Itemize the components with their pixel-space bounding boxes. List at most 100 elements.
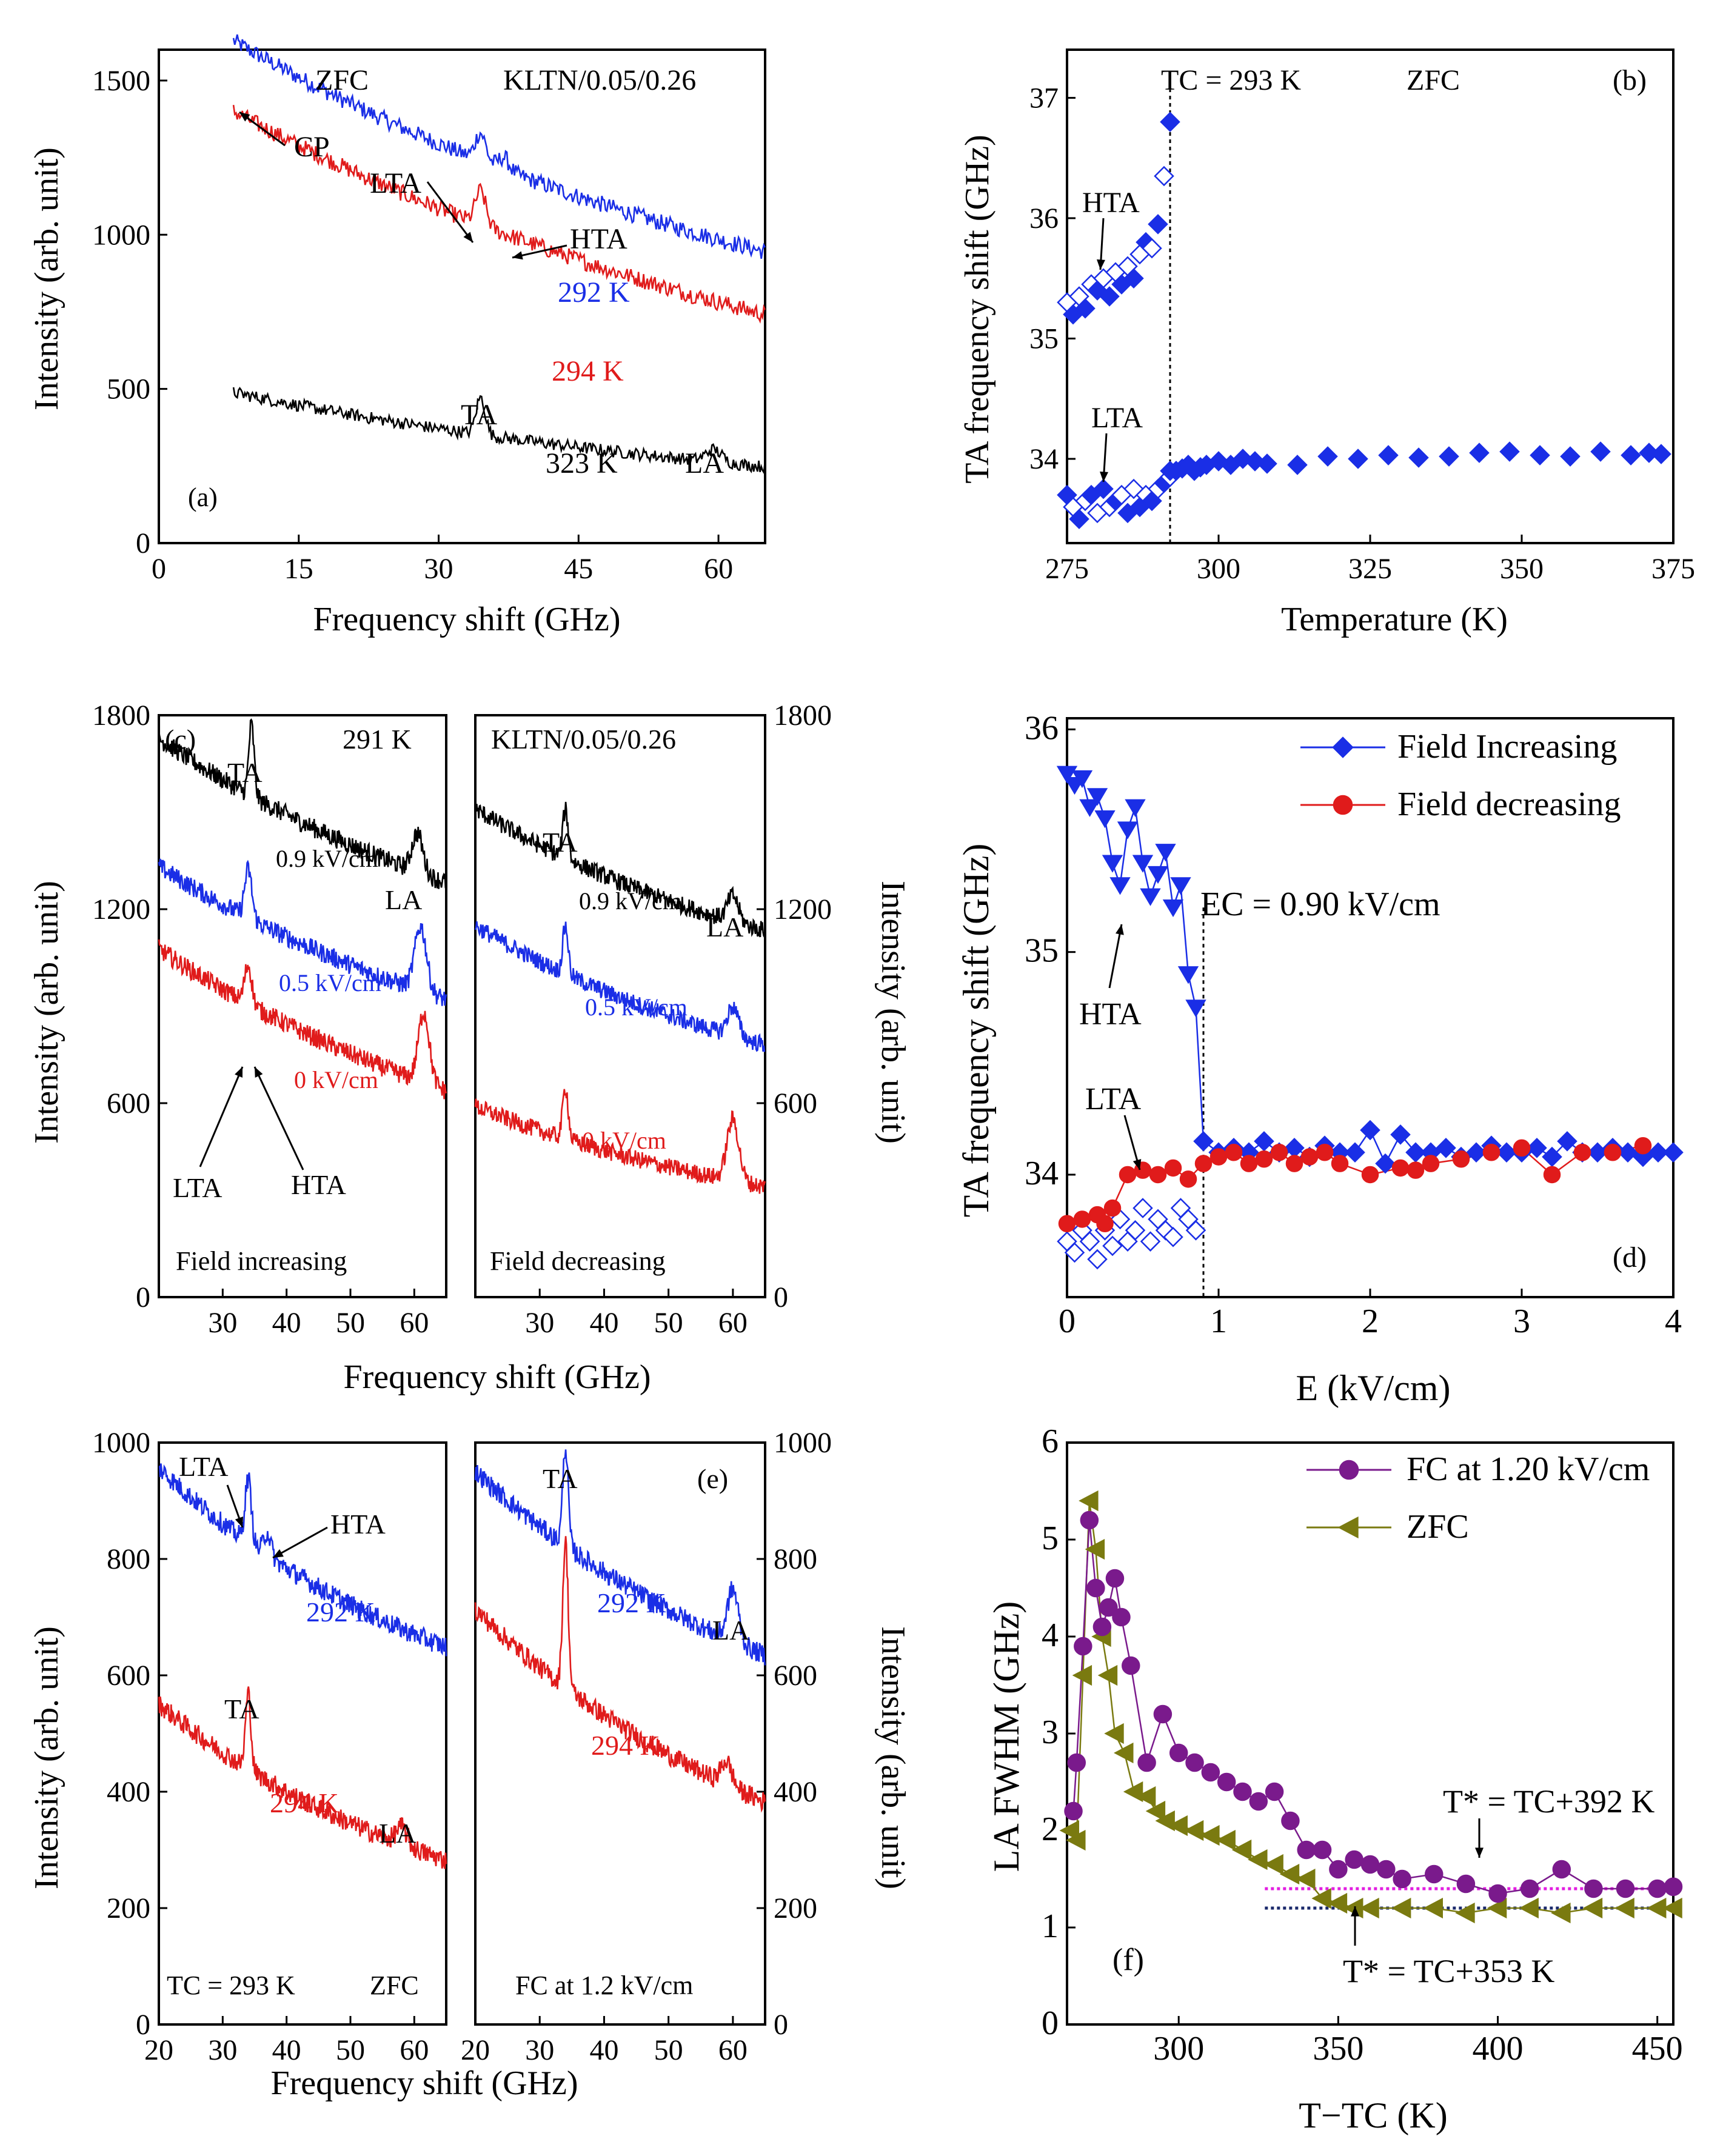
panel-f-zfc-point: [1248, 1849, 1268, 1871]
panel-d-increasing-point: [1618, 1142, 1638, 1163]
panel-d-increasing-point: [1436, 1138, 1456, 1158]
panel-f-zfc-point: [1582, 1897, 1603, 1919]
panel-d-decreasing-point: [1194, 1155, 1213, 1172]
panel-e2-ylabel: Intensity (arb. unit): [874, 1626, 912, 1889]
panel-b-point: [1257, 453, 1277, 474]
panel-d-decreasing-point: [1634, 1136, 1652, 1155]
panel-f-legend1: FC at 1.20 kV/cm: [1407, 1450, 1650, 1488]
panel-b-hta: HTA: [1082, 187, 1140, 219]
panel-d-decreasing-point: [1452, 1150, 1470, 1168]
panel-a-292k: 292 K: [558, 276, 630, 309]
panel-f-fc-point: [1616, 1879, 1635, 1898]
panel-f-fc-point: [1185, 1753, 1204, 1772]
panel-e2-y-tick-label: 600: [774, 1660, 817, 1692]
panel-e-y-tick-label: 400: [107, 1776, 150, 1808]
panel-d-increasing-point: [1254, 1131, 1274, 1152]
panel-a-cp: CP: [294, 131, 330, 163]
panel-c-xlabel: Frequency shift (GHz): [344, 1358, 651, 1396]
panel-d-increasing-point: [1345, 1142, 1365, 1163]
panel-c-x-tick-label: 50: [336, 1307, 365, 1339]
panel-e2-la: LA: [712, 1615, 749, 1646]
panel-e2-ta: TA: [543, 1463, 578, 1494]
panel-f-fc-point: [1360, 1855, 1380, 1874]
panel-c-y-tick-label: 600: [107, 1087, 150, 1120]
panel-d-increasing-point: [1284, 1138, 1305, 1158]
panel-b-hta-point: [1142, 238, 1162, 259]
panel-f-zfc-point: [1168, 1815, 1188, 1837]
panel-f-x-tick-label: 300: [1153, 2030, 1204, 2068]
panel-b-hta-point: [1075, 298, 1096, 319]
panel-f-zfc-point: [1216, 1829, 1236, 1851]
panel-e2-294k: 294 K: [591, 1730, 660, 1761]
panel-b-point: [1287, 455, 1308, 475]
panel-d-y-tick-label: 34: [1025, 1155, 1059, 1192]
panel-b-x-tick-label: 375: [1651, 553, 1695, 585]
panel-f-tag: (f): [1112, 1943, 1144, 1977]
panel-e-ylabel: Intensity (arb. unit): [28, 1626, 65, 1889]
panel-b-frame: [1066, 48, 1674, 544]
panel-e2-y-tick-label: 800: [774, 1543, 817, 1575]
panel-b-y-tick-label: 36: [1029, 202, 1059, 235]
panel-f-zfc-point: [1059, 1820, 1080, 1841]
text-layer: (a) ZFC KLTN/0.05/0.26 CP LTA HTA 292 K …: [28, 64, 1654, 2135]
panel-f-zfc-point: [1104, 1723, 1124, 1744]
panel-c-x-tick-label: 60: [400, 1307, 429, 1339]
panel-c2-y-tick-label: 1800: [774, 699, 832, 732]
panel-c2-la: LA: [706, 912, 743, 943]
panel-c2-y-tick-label: 0: [774, 1281, 788, 1313]
panel-f-zfc-point: [1079, 1490, 1099, 1512]
panel-d-decreasing-point: [1285, 1155, 1303, 1172]
panel-c-frame: [158, 714, 447, 1298]
panel-d-decreasing-point: [1073, 1210, 1091, 1228]
panel-b-point: [1621, 445, 1641, 466]
panel-e-zfc: ZFC: [370, 1971, 419, 2000]
panel-c2-x-tick-label: 30: [525, 1307, 554, 1339]
panel-d-increasing-point: [1125, 799, 1146, 817]
panel-d-decreasing-point: [1300, 1148, 1319, 1166]
panel-f-ylabel: LA FWHM (GHz): [986, 1601, 1026, 1872]
panel-f-y-tick-label: 2: [1042, 1811, 1059, 1848]
panel-d-decreasing-point: [1270, 1144, 1288, 1161]
panel-b-x-tick-label: 350: [1500, 553, 1544, 585]
panel-b-x-tick-label: 300: [1197, 553, 1240, 585]
panel-d-increasing-point: [1094, 810, 1116, 829]
panel-b-hta-arrow-head: [1096, 259, 1105, 270]
panel-d-decreasing-point: [1103, 1199, 1122, 1217]
panel-e-series-1: [158, 1686, 447, 1869]
panel-f-fc-point: [1329, 1860, 1348, 1879]
panel-a-x-tick-label: 30: [424, 553, 453, 585]
panel-e-x-tick-label: 60: [400, 2034, 429, 2066]
panel-f-fc-point: [1664, 1877, 1683, 1897]
panel-b-point: [1499, 441, 1520, 462]
panel-f-fc-point: [1217, 1772, 1236, 1792]
panel-f-y-tick-label: 6: [1042, 1423, 1059, 1460]
panel-c2-frame: [474, 714, 766, 1298]
panel-d-increasing-line: [1066, 773, 1673, 1166]
panel-e2-x-tick-label: 30: [525, 2034, 554, 2066]
panel-d-increasing-point: [1542, 1146, 1562, 1167]
panel-d-increasing-point: [1177, 966, 1199, 984]
panel-d-legend2: Field decreasing: [1397, 786, 1621, 823]
panel-d-hta: HTA: [1079, 997, 1142, 1032]
panel-d-lta-point: [1163, 1227, 1183, 1247]
panel-b-point: [1348, 449, 1368, 469]
panel-f-fc-point: [1092, 1617, 1112, 1637]
panel-a-series-2: [232, 387, 766, 475]
panel-c-x-tick-label: 40: [272, 1307, 301, 1339]
panel-f-fc-point: [1456, 1874, 1476, 1894]
panel-c-ta: TA: [227, 757, 263, 788]
panel-f-frame: [1066, 1441, 1674, 2026]
panel-d-lta-point: [1087, 1249, 1108, 1270]
panel-d-decreasing-point: [1604, 1144, 1622, 1161]
panel-c-lta-arrow: [199, 1066, 244, 1167]
panel-d-increasing-point: [1466, 1142, 1487, 1163]
panel-c-lta-arrow-head: [235, 1067, 243, 1078]
panel-a-y-tick-label: 1500: [92, 65, 150, 97]
panel-d-ec: EC = 0.90 kV/cm: [1200, 886, 1440, 923]
panel-d-decreasing-point: [1331, 1155, 1349, 1172]
panel-d-lta-point: [1132, 1198, 1153, 1218]
panel-d-tag: (d): [1613, 1241, 1647, 1273]
panel-d-lta-point: [1185, 1220, 1206, 1241]
panel-f-fc-point: [1249, 1792, 1268, 1811]
panel-f-zfc-point: [1097, 1664, 1118, 1686]
